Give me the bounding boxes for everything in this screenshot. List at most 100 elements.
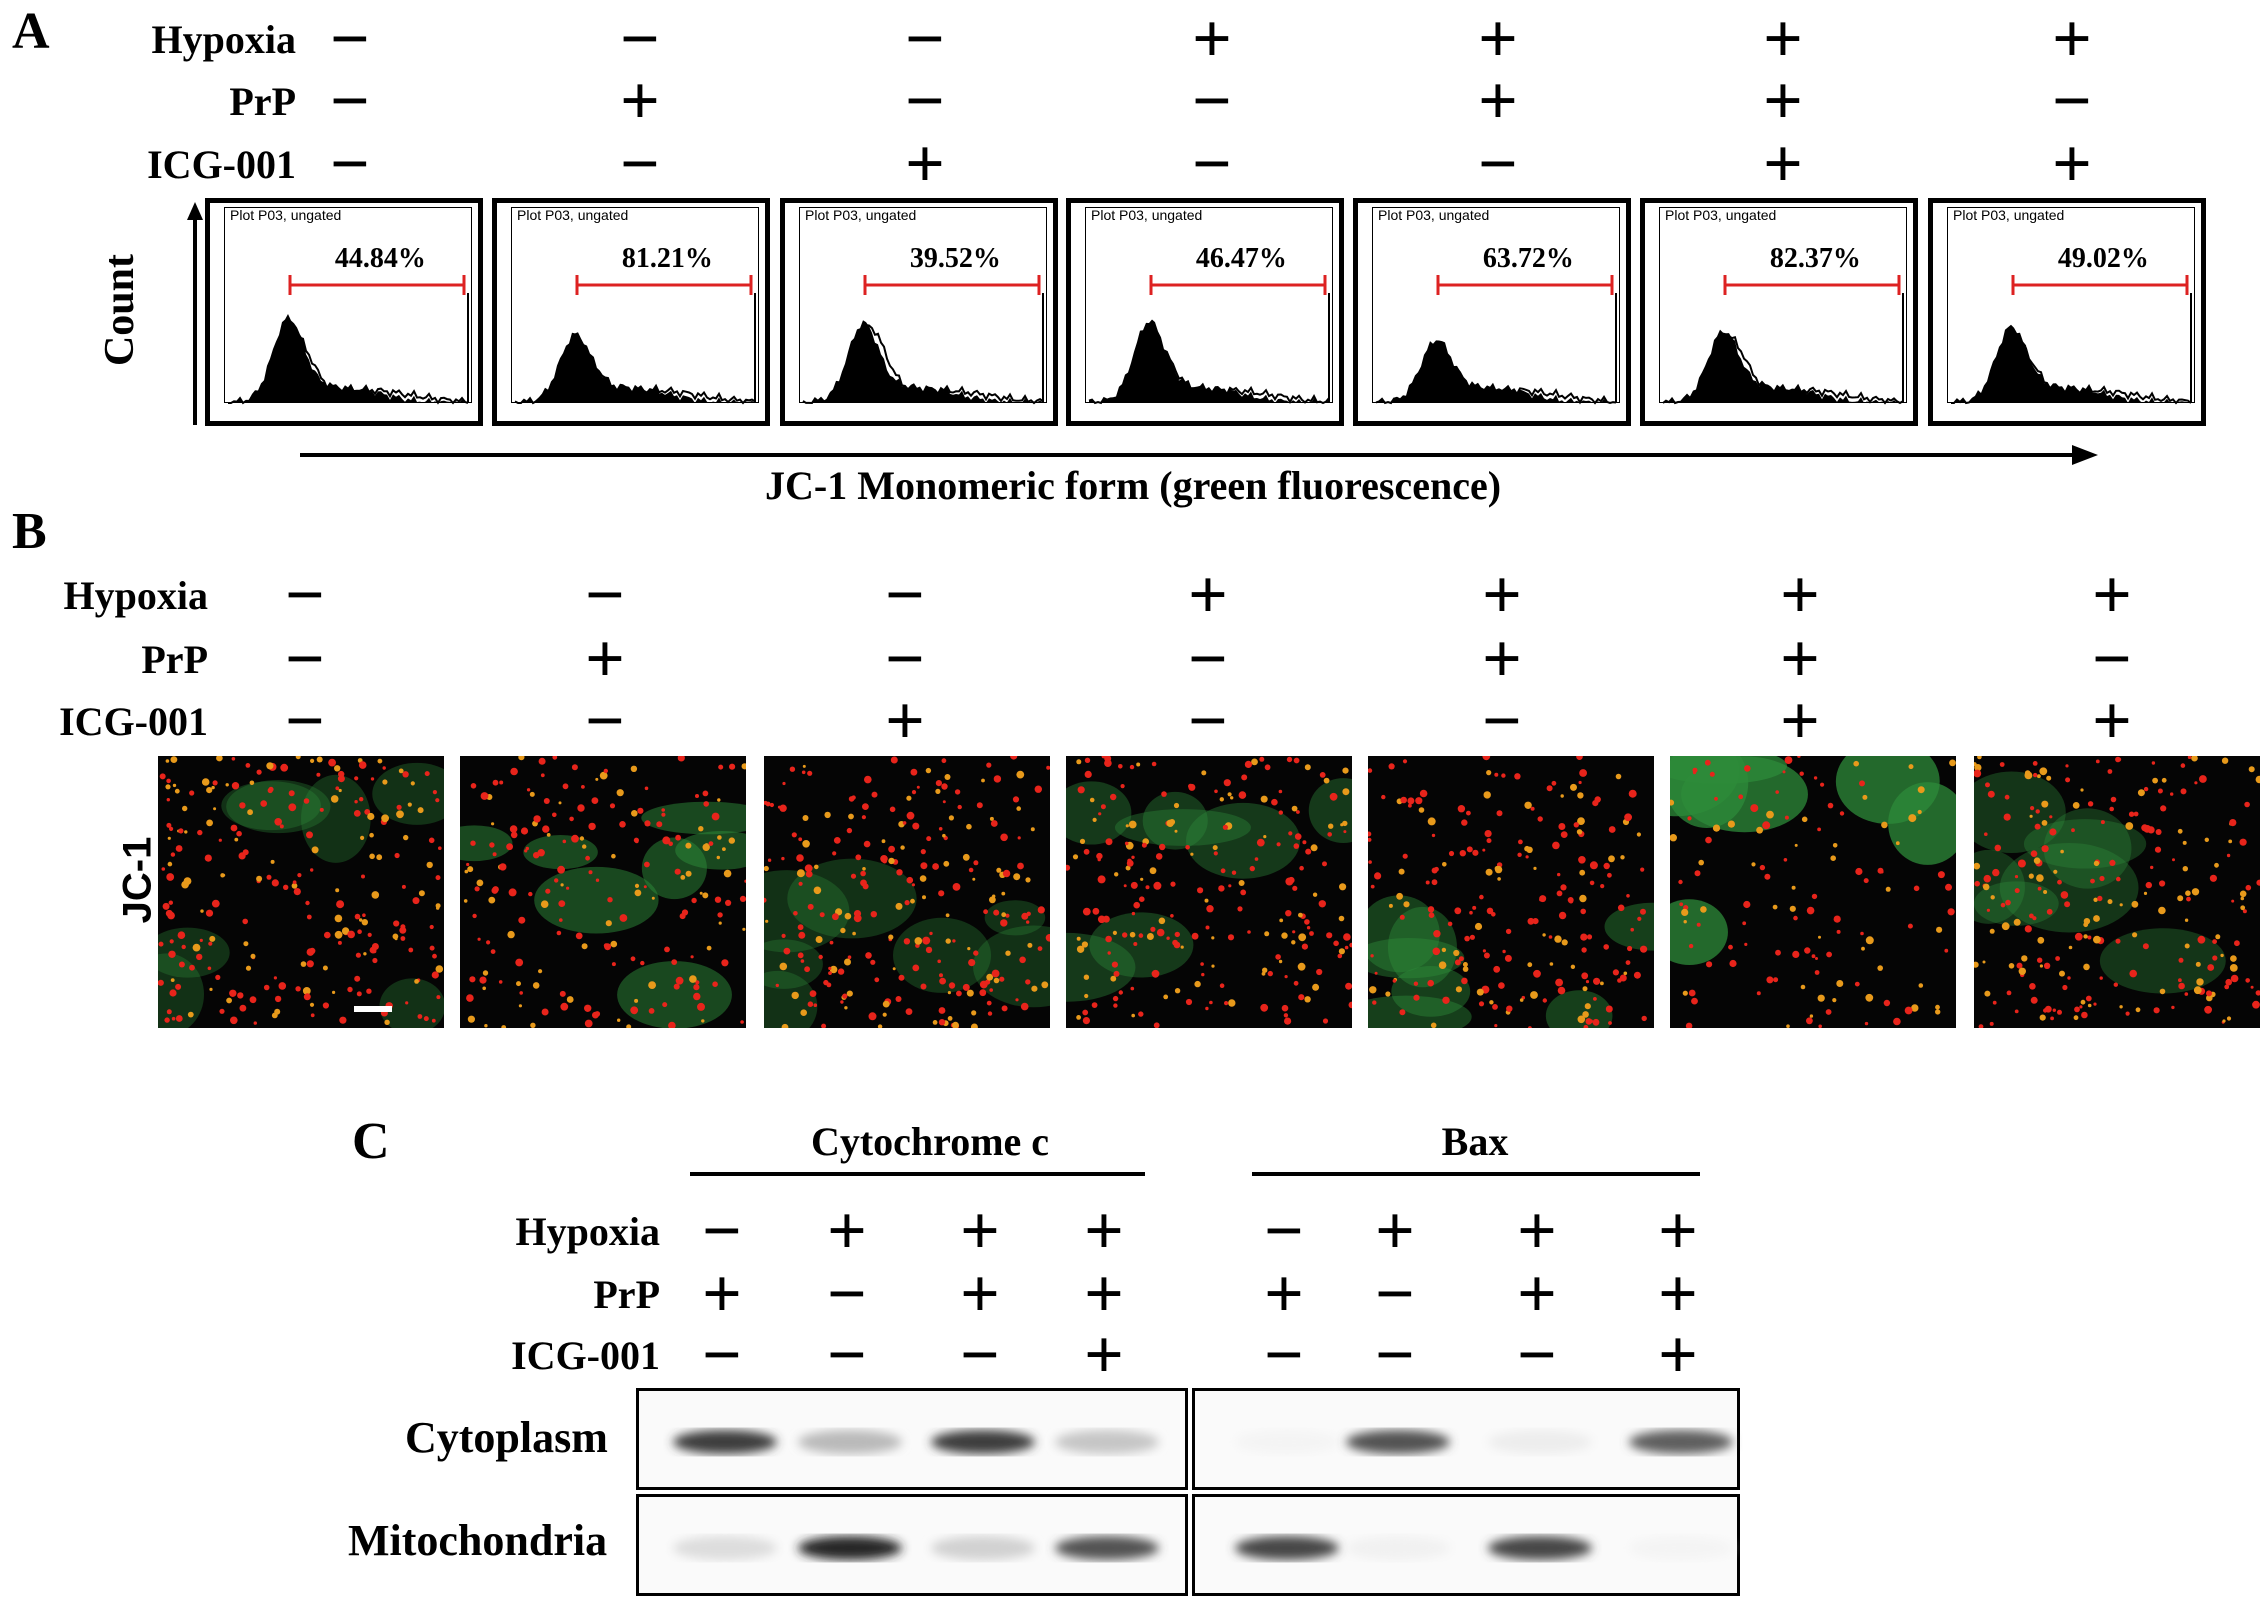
histogram-plot: Plot P03, ungated 49.02% — [1928, 198, 2206, 426]
condition-icg-001-5: − — [1478, 126, 1518, 203]
condition-prp-1: − — [285, 621, 325, 698]
micrograph-texture — [1670, 756, 1956, 1028]
jc1-micrograph — [1368, 756, 1654, 1028]
x-axis-arrow — [300, 445, 2098, 465]
condition-icg-001-2: − — [827, 1317, 867, 1394]
gated-percentage: 49.02% — [2057, 243, 2149, 274]
condition-icg-001-8: + — [1658, 1317, 1698, 1394]
condition-label-prp: PrP — [141, 637, 208, 682]
condition-prp-4: + — [1084, 1256, 1124, 1333]
condition-prp-6: + — [1763, 63, 1803, 140]
blot-bands — [1235, 1536, 1733, 1560]
condition-hypoxia-7: + — [2052, 1, 2092, 78]
condition-prp-3: + — [960, 1256, 1000, 1333]
histogram-plot: Plot P03, ungated 82.37% — [1640, 198, 1918, 426]
histogram-plot: Plot P03, ungated 81.21% — [492, 198, 770, 426]
condition-icg-001-2: − — [585, 683, 625, 760]
plot-title: Plot P03, ungated — [805, 207, 917, 223]
micrograph-texture — [1974, 756, 2260, 1028]
gated-percentage: 81.21% — [621, 243, 713, 274]
blot-cytoplasm — [636, 1388, 1188, 1490]
condition-icg-001-5: − — [1482, 683, 1522, 760]
condition-prp-2: − — [827, 1256, 867, 1333]
blot-band — [1346, 1536, 1450, 1560]
gated-percentage: 63.72% — [1482, 243, 1574, 274]
condition-icg-001-7: − — [1517, 1317, 1557, 1394]
gated-percentage: 44.84% — [334, 243, 426, 274]
gated-percentage: 39.52% — [909, 243, 1001, 274]
condition-icg-001-1: − — [285, 683, 325, 760]
jc1-micrograph — [1670, 756, 1956, 1028]
histogram-trace — [514, 275, 756, 405]
plot-title: Plot P03, ungated — [1091, 207, 1203, 223]
condition-icg-001-5: − — [1264, 1317, 1304, 1394]
blot-band — [1055, 1536, 1159, 1560]
blot-band — [931, 1430, 1035, 1454]
blot-band — [798, 1536, 902, 1560]
condition-hypoxia-2: − — [620, 1, 660, 78]
condition-hypoxia-4: + — [1188, 557, 1228, 634]
group-title-bax: Bax — [1441, 1119, 1509, 1164]
histogram-trace — [228, 275, 469, 405]
condition-icg-001-3: + — [905, 126, 945, 203]
condition-hypoxia-5: + — [1478, 1, 1518, 78]
condition-icg-001-6: − — [1375, 1317, 1415, 1394]
condition-label-prp: PrP — [593, 1272, 660, 1317]
condition-hypoxia-8: + — [1658, 1193, 1698, 1270]
gated-percentage: 82.37% — [1769, 243, 1861, 274]
blot-bands — [1235, 1430, 1733, 1454]
condition-prp-5: + — [1482, 621, 1522, 698]
jc1-micrograph — [460, 756, 746, 1028]
scale-bar — [354, 1006, 392, 1012]
blot-band — [673, 1430, 777, 1454]
micrograph-texture — [460, 756, 746, 1028]
jc1-micrograph — [158, 756, 444, 1028]
plot-title: Plot P03, ungated — [1378, 207, 1490, 223]
micrograph-texture — [1066, 756, 1352, 1028]
x-axis-label: JC-1 Monomeric form (green fluorescence) — [765, 463, 1502, 508]
blot-label-mitochondria: Mitochondria — [348, 1516, 608, 1565]
condition-icg-001-4: − — [1188, 683, 1228, 760]
blot-band — [798, 1430, 902, 1454]
group-underline-cytochrome-c — [690, 1172, 1145, 1176]
condition-hypoxia-4: + — [1084, 1193, 1124, 1270]
blot-mitochondria — [1192, 1494, 1740, 1596]
condition-hypoxia-2: − — [585, 557, 625, 634]
condition-hypoxia-3: − — [885, 557, 925, 634]
blot-mitochondria — [636, 1494, 1188, 1596]
condition-icg-001-1: − — [702, 1317, 742, 1394]
histogram-plot: Plot P03, ungated 46.47% — [1066, 198, 1344, 426]
blot-cytoplasm — [1192, 1388, 1740, 1490]
jc1-image-label: JC-1 — [115, 836, 160, 924]
condition-hypoxia-6: + — [1763, 1, 1803, 78]
condition-icg-001-7: + — [2092, 683, 2132, 760]
jc1-micrograph — [764, 756, 1050, 1028]
condition-hypoxia-7: + — [1517, 1193, 1557, 1270]
condition-hypoxia-2: + — [827, 1193, 867, 1270]
micrograph-texture — [764, 756, 1050, 1028]
condition-prp-7: − — [2052, 63, 2092, 140]
plot-title: Plot P03, ungated — [1665, 207, 1777, 223]
blot-band — [1055, 1430, 1159, 1454]
condition-prp-5: + — [1264, 1256, 1304, 1333]
blot-band — [1235, 1536, 1339, 1560]
plot-title: Plot P03, ungated — [1953, 207, 2065, 223]
condition-prp-2: + — [620, 63, 660, 140]
blot-band — [1629, 1430, 1733, 1454]
condition-icg-001-6: + — [1763, 126, 1803, 203]
blot-band — [1346, 1430, 1450, 1454]
histogram-trace — [1951, 275, 2192, 405]
gated-percentage: 46.47% — [1195, 243, 1287, 274]
condition-hypoxia-1: − — [285, 557, 325, 634]
histogram-trace — [1088, 275, 1330, 405]
micrograph-texture — [1368, 756, 1654, 1028]
condition-hypoxia-3: − — [905, 1, 945, 78]
condition-icg-001-1: − — [330, 126, 370, 203]
histogram-plot: Plot P03, ungated 39.52% — [780, 198, 1058, 426]
condition-hypoxia-1: − — [330, 1, 370, 78]
condition-prp-4: − — [1188, 621, 1228, 698]
condition-prp-1: − — [330, 63, 370, 140]
blot-bands — [673, 1430, 1159, 1454]
condition-icg-001-7: + — [2052, 126, 2092, 203]
condition-icg-001-2: − — [620, 126, 660, 203]
